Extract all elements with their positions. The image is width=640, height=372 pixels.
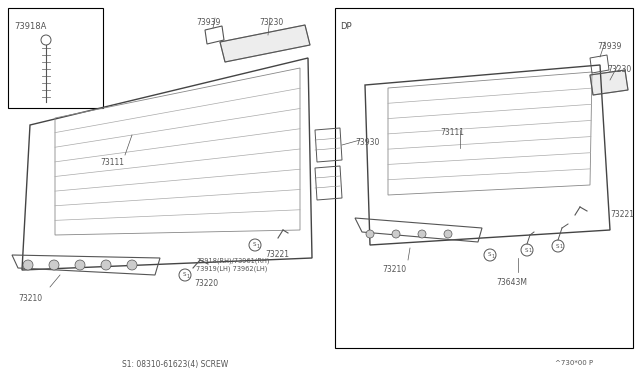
Text: S: S — [556, 244, 559, 248]
Text: DP: DP — [340, 22, 351, 31]
Circle shape — [49, 260, 59, 270]
Text: 73220: 73220 — [194, 279, 218, 288]
Circle shape — [101, 260, 111, 270]
Text: 73221: 73221 — [265, 250, 289, 259]
Circle shape — [127, 260, 137, 270]
Text: 73210: 73210 — [18, 294, 42, 303]
Text: 73919(LH) 73962(LH): 73919(LH) 73962(LH) — [196, 266, 268, 273]
Text: 1: 1 — [257, 244, 260, 248]
Circle shape — [444, 230, 452, 238]
Bar — [335, 8, 633, 348]
Text: 73918A: 73918A — [14, 22, 46, 31]
Text: 1: 1 — [186, 273, 189, 279]
Text: 73939: 73939 — [597, 42, 621, 51]
Text: S1: 08310-61623(4) SCREW: S1: 08310-61623(4) SCREW — [122, 360, 228, 369]
Text: 73111: 73111 — [100, 158, 124, 167]
Text: 73939: 73939 — [196, 18, 220, 27]
Circle shape — [366, 230, 374, 238]
Text: 1: 1 — [559, 244, 563, 250]
Text: ^730*00 P: ^730*00 P — [555, 360, 593, 366]
Circle shape — [392, 230, 400, 238]
Bar — [8, 8, 103, 108]
Circle shape — [75, 260, 85, 270]
Text: 73210: 73210 — [382, 265, 406, 274]
Circle shape — [418, 230, 426, 238]
Polygon shape — [590, 70, 628, 95]
Text: S: S — [182, 273, 186, 278]
Text: S: S — [252, 243, 256, 247]
Text: S: S — [487, 253, 491, 257]
Text: S: S — [524, 247, 528, 253]
Text: 73930: 73930 — [355, 138, 380, 147]
Circle shape — [23, 260, 33, 270]
Text: 73230: 73230 — [607, 65, 631, 74]
Polygon shape — [220, 25, 310, 62]
Text: 73918(RH)/73961(RH): 73918(RH)/73961(RH) — [196, 258, 269, 264]
Text: 73221: 73221 — [610, 210, 634, 219]
Text: 1: 1 — [529, 248, 532, 253]
Text: 1: 1 — [492, 253, 495, 259]
Text: 73230: 73230 — [259, 18, 284, 27]
Text: 73643M: 73643M — [496, 278, 527, 287]
Text: 73111: 73111 — [440, 128, 464, 137]
